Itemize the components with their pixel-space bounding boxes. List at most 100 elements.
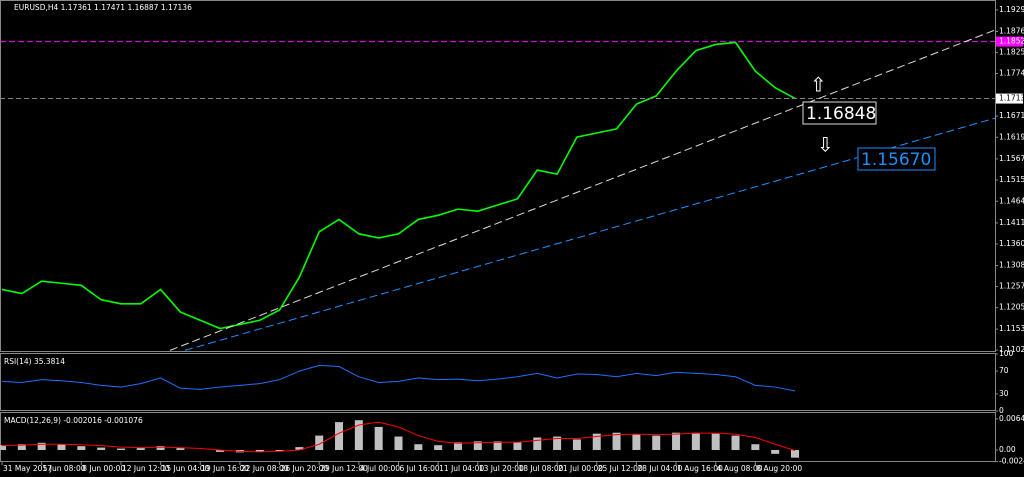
macd-bar [473,441,482,450]
y-tick-label: 0 [999,406,1004,415]
x-tick-label: 12 Jun 12:00 [122,464,170,473]
macd-bar [116,448,125,450]
x-tick-label: 19 Jun 16:00 [201,464,249,473]
macd-bar [414,444,423,450]
y-tick-label: 1.13605 [999,239,1024,248]
x-tick-label: 31 May 2017 [3,464,52,473]
y-tick-label: 1.14640 [999,196,1024,205]
y-tick-label: 1.11535 [999,324,1024,333]
macd-bar [295,447,304,450]
x-tick-label: 28 Jul 04:00 [637,464,682,473]
macd-bar [335,422,344,450]
macd-bar [97,447,106,450]
macd-bar [255,449,264,452]
y-tick-label: 1.15155 [999,175,1024,184]
current-price-tag [996,93,1023,104]
price-line [1,41,796,330]
x-tick-label: 29 Jun 12:00 [320,464,368,473]
y-tick-label: 1.11025 [999,345,1024,354]
macd-bar [632,434,641,450]
macd-bar [394,436,403,450]
y-tick-label: 1.16195 [999,132,1024,141]
macd-bar [216,449,225,452]
macd-bar [672,432,681,450]
macd-bar [572,439,581,450]
current-price-label: 1.17136 [999,94,1024,103]
trendline [169,29,996,351]
y-tick-label: 1.18255 [999,47,1024,56]
macd-bar [652,435,661,450]
y-tick-label: 0.00 [999,445,1016,454]
x-tick-label: 15 Jun 04:00 [162,464,210,473]
y-tick-label: 1.16710 [999,111,1024,120]
x-tick-label: 8 Jun 00:00 [82,464,125,473]
macd-bar [533,437,542,450]
price-box-label: 1.16848 [806,104,876,124]
macd-bar [731,435,740,450]
macd-bar [315,435,324,450]
level-label: 1.18520 [999,37,1024,46]
macd-bar [791,449,799,458]
y-tick-label: 100 [999,349,1014,358]
macd-bar [17,444,26,450]
y-tick-label: 1.17745 [999,68,1024,77]
macd-bar [354,420,363,450]
panel-title: MACD(12,26,9) -0.002016 -0.001076 [4,416,143,425]
x-tick-label: 4 Aug 08:00 [717,464,763,473]
macd-bar [453,442,462,450]
macd-bar [275,449,284,451]
macd-bar [592,433,601,450]
up-arrow: ⇧ [810,73,827,97]
x-tick-label: 25 Jul 12:00 [598,464,643,473]
y-tick-label: -0.00242 [999,457,1024,466]
macd-bar [771,449,780,454]
macd-bar [751,444,760,450]
macd-bar [37,442,46,450]
y-tick-label: 1.15670 [999,154,1024,163]
down-arrow: ⇩ [817,133,834,157]
macd-bar [711,433,720,450]
x-tick-label: 22 Jun 08:00 [241,464,289,473]
macd-bar [691,432,700,450]
macd-bar [57,444,66,450]
x-tick-label: 26 Jun 20:00 [281,464,329,473]
y-tick-label: 1.19290 [999,5,1024,14]
price-panel [0,0,996,352]
y-tick-label: 1.13080 [999,261,1024,270]
price-box-label: 1.15670 [861,150,931,170]
x-tick-label: 11 Jul 04:00 [439,464,484,473]
macd-bar [553,436,562,450]
macd-bar [156,446,165,450]
price-line [1,364,796,392]
y-tick-label: 1.14115 [999,218,1024,227]
x-tick-label: 6 Jul 16:00 [400,464,440,473]
price-box [802,101,877,125]
x-tick-label: 18 Jul 08:00 [518,464,563,473]
rsi-panel [0,353,996,411]
macd-bar [612,432,621,450]
macd-bar [136,448,145,450]
signal-line [1,421,796,453]
x-tick-label: 21 Jul 00:00 [558,464,603,473]
y-tick-label: 0.006474 [999,414,1024,423]
macd-bar [77,446,86,450]
y-tick-label: 1.12570 [999,282,1024,291]
y-tick-label: 30 [999,389,1009,398]
macd-bar [513,442,522,450]
macd-bar [0,445,6,450]
x-tick-label: 13 Jul 20:00 [479,464,524,473]
macd-bar [176,448,185,450]
level-tag [996,36,1023,47]
macd-bar [493,441,502,450]
x-tick-label: 8 Aug 20:00 [756,464,802,473]
y-tick-label: 1.18765 [999,26,1024,35]
panel-title: EURUSD,H4 1.17361 1.17471 1.16887 1.1713… [14,3,192,12]
x-tick-label: 1 Aug 16:00 [677,464,723,473]
macd-bar [374,426,383,450]
price-box [857,147,936,171]
x-tick-label: 4 Jul 00:00 [360,464,400,473]
y-tick-label: 1.12055 [999,303,1024,312]
panel-title: RSI(14) 35.3814 [4,357,65,366]
macd-bar [434,445,443,450]
